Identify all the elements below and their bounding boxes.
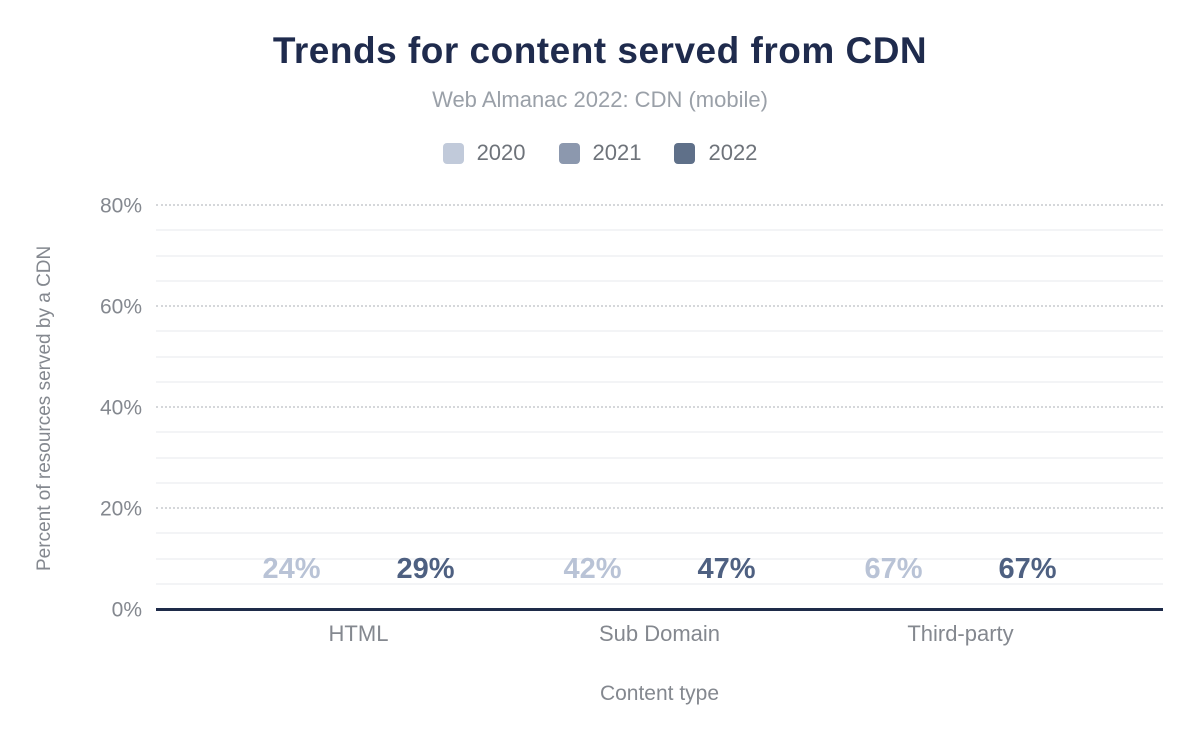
- gridline-15: [156, 532, 1163, 535]
- gridline-65: [156, 279, 1163, 282]
- legend-label: 2021: [592, 140, 642, 165]
- legend-label: 2022: [708, 140, 758, 165]
- y-tick-40: 40%: [99, 396, 142, 420]
- chart-subtitle: Web Almanac 2022: CDN (mobile): [432, 87, 768, 112]
- legend: 2020 2021 2022: [0, 142, 1200, 164]
- gridline-5: [156, 582, 1163, 585]
- x-axis-title: Content type: [599, 682, 720, 705]
- y-tick-80: 80%: [99, 194, 142, 218]
- gridline-25: [156, 481, 1163, 484]
- gridline-10: [156, 557, 1163, 560]
- gridline-80: [156, 204, 1163, 206]
- chart-title: Trends for content served from CDN: [272, 30, 928, 71]
- gridline-35: [156, 431, 1163, 434]
- gridline-20: [156, 507, 1163, 509]
- legend-swatch-2021: [558, 142, 580, 164]
- gridline-50: [156, 355, 1163, 358]
- bar-value-label-html-2020: 24%: [262, 553, 321, 585]
- legend-item-2022: 2022: [674, 142, 757, 164]
- bar-value-label-third-party-2022: 67%: [998, 553, 1057, 585]
- gridline-60: [156, 305, 1163, 307]
- legend-item-2021: 2021: [558, 140, 642, 165]
- legend-swatch-2020: [442, 142, 464, 164]
- bar-value-label-sub-domain-2022: 47%: [697, 553, 756, 585]
- gridline-45: [156, 380, 1163, 383]
- gridline-30: [156, 456, 1163, 459]
- x-tick-sub-domain: Sub Domain: [598, 621, 721, 646]
- x-tick-html: HTML: [328, 621, 389, 646]
- x-axis-line: [156, 608, 1163, 611]
- x-tick-labels: HTML Sub Domain Third-party: [156, 623, 1163, 645]
- gridline-55: [156, 330, 1163, 333]
- legend-label: 2020: [476, 140, 526, 165]
- x-tick-third-party: Third-party: [907, 621, 1014, 646]
- bar-groups: 24% 29% 42% 47% 67% 67%: [156, 206, 1163, 610]
- y-tick-60: 60%: [99, 295, 142, 319]
- gridline-75: [156, 229, 1163, 232]
- legend-swatch-2022: [674, 142, 696, 164]
- bar-value-label-third-party-2020: 67%: [864, 553, 923, 585]
- gridline-40: [156, 406, 1163, 408]
- plot-area: Percent of resources served by a CDN 24%…: [34, 196, 1163, 704]
- legend-item-2020: 2020: [442, 140, 526, 165]
- bar-value-label-html-2022: 29%: [396, 553, 455, 585]
- y-axis-title: Percent of resources served by a CDN: [34, 245, 55, 571]
- y-tick-20: 20%: [99, 497, 142, 521]
- bar-value-label-sub-domain-2020: 42%: [563, 553, 622, 585]
- gridline-70: [156, 254, 1163, 257]
- y-tick-0: 0%: [111, 598, 142, 622]
